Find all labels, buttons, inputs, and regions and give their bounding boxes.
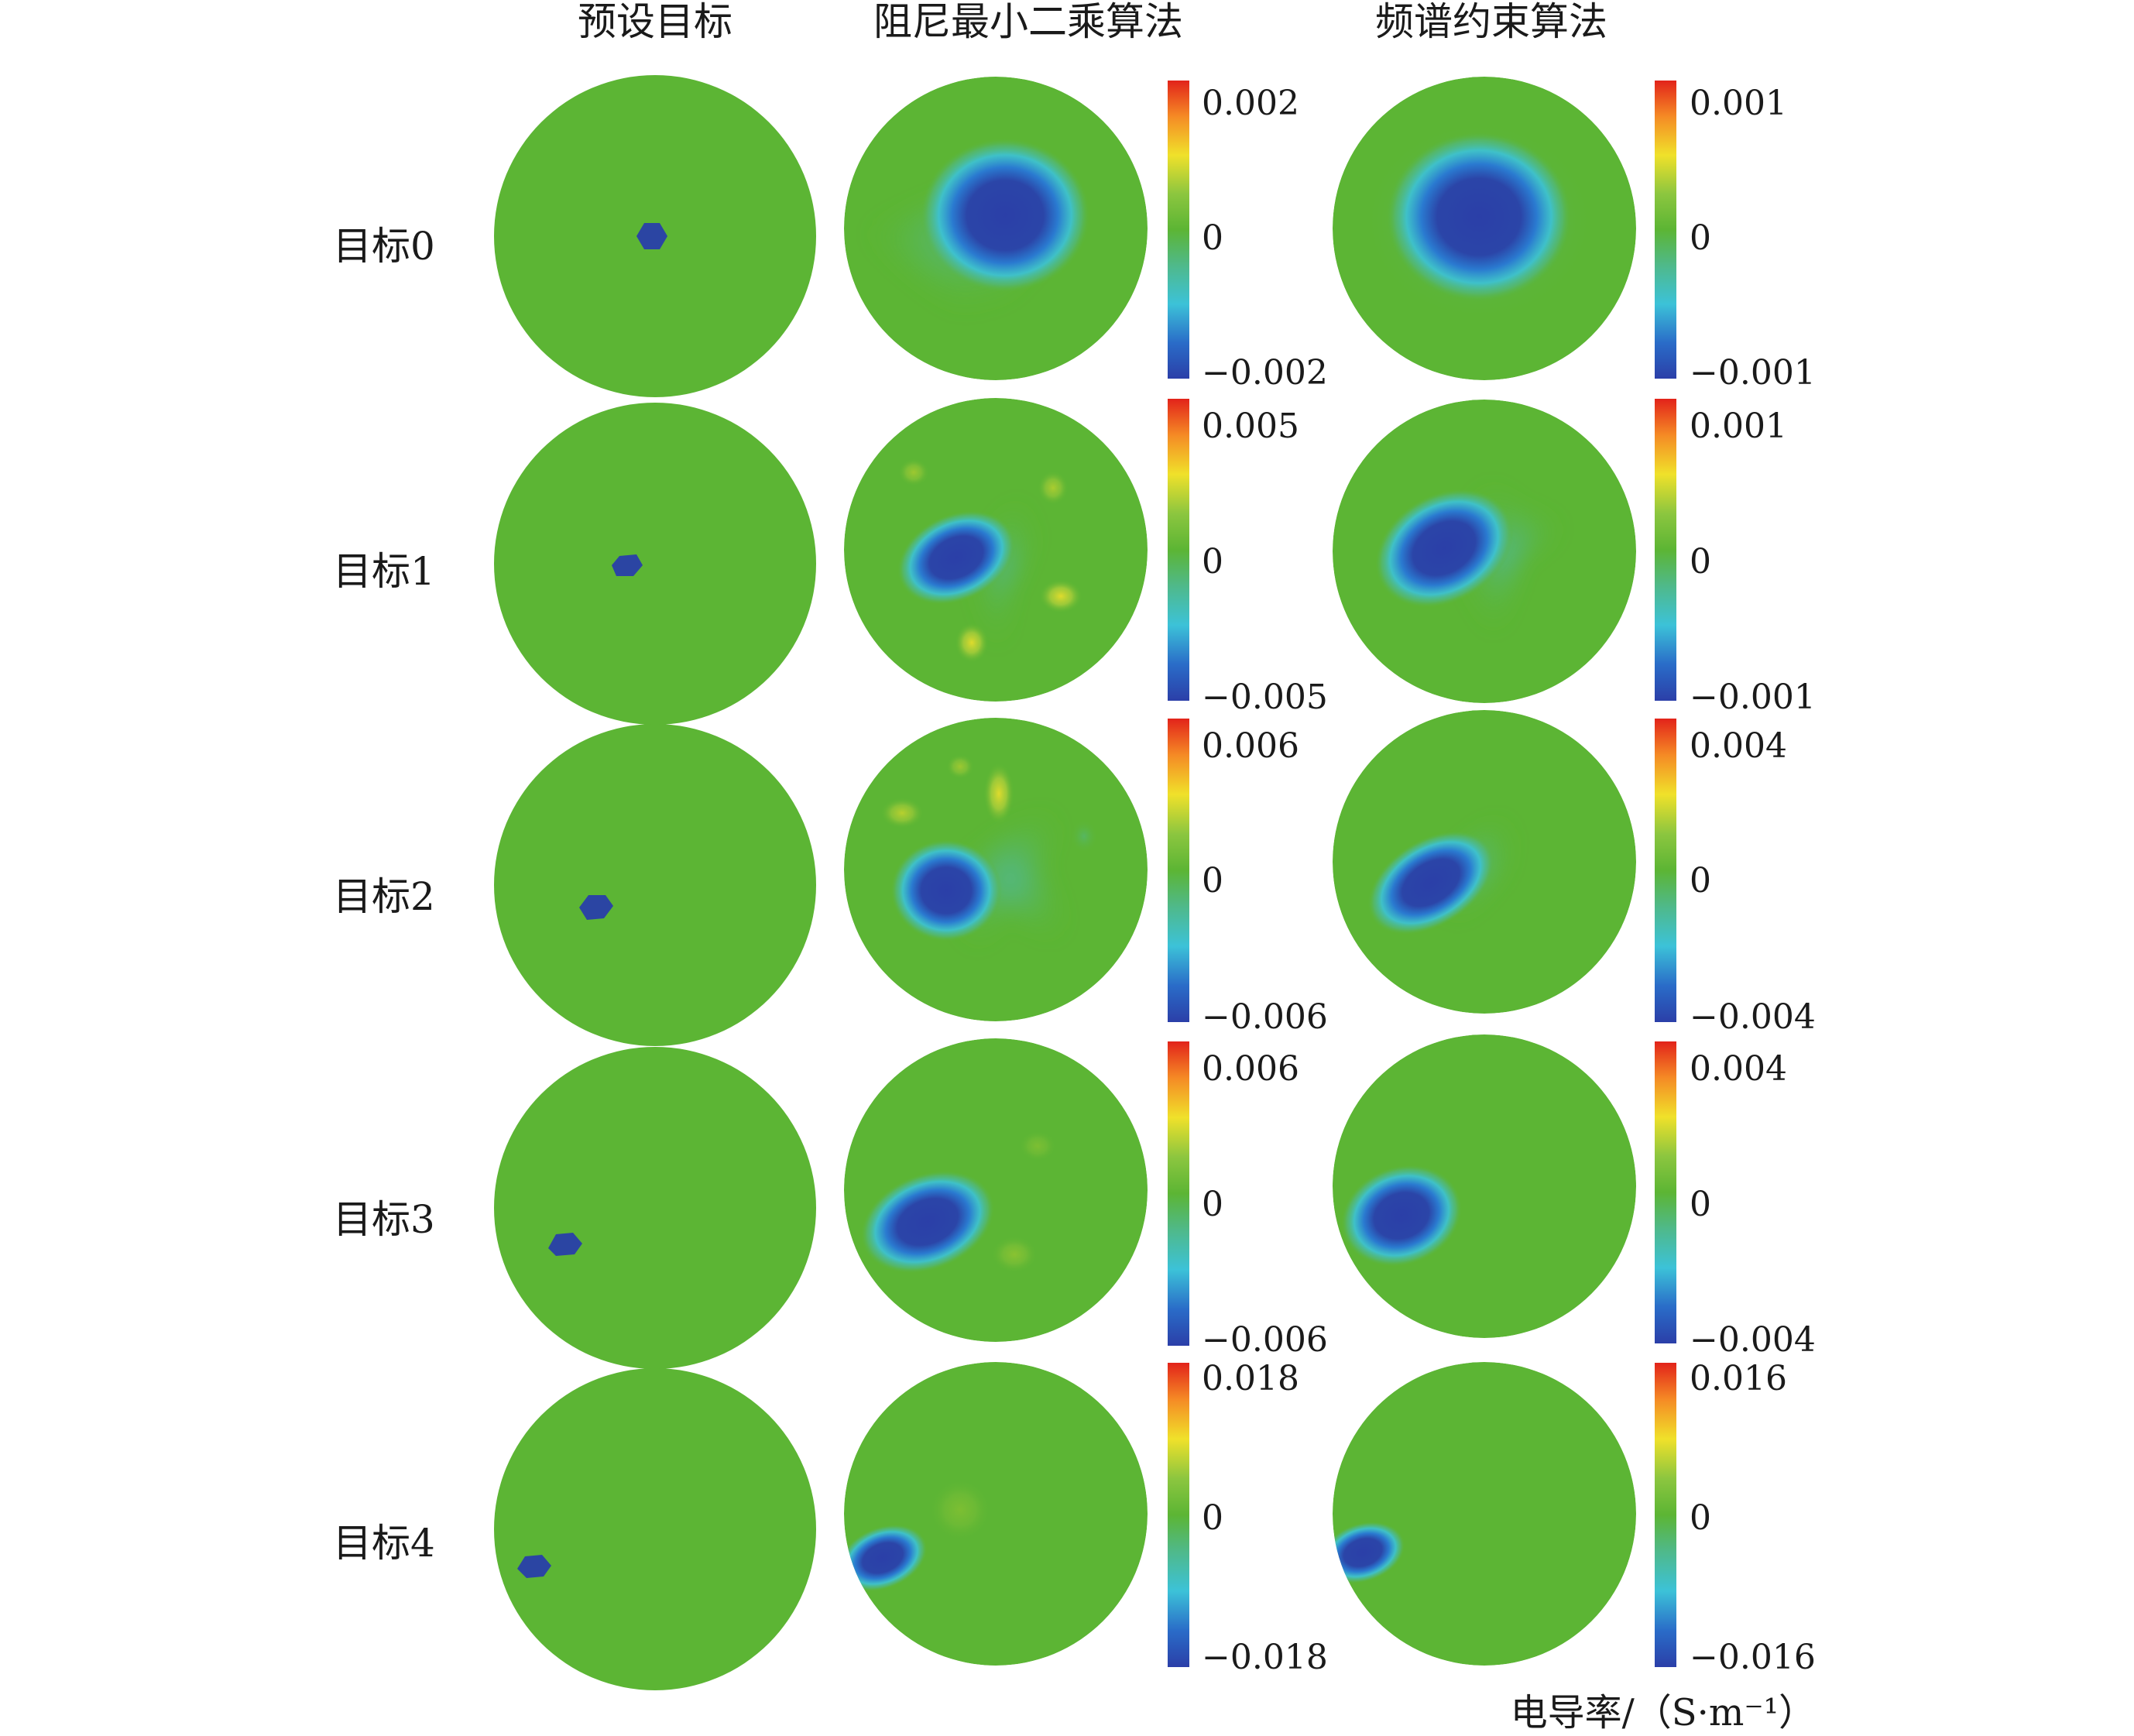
- row-target-1: 目标1 0.005 0 −0.005 0.001 0: [333, 398, 1816, 725]
- row-label: 目标1: [333, 549, 435, 594]
- sc-reconstruction-disc: [1333, 77, 1636, 380]
- colorbar-max: 0.001: [1690, 407, 1787, 446]
- colorbar-min: −0.002: [1202, 353, 1328, 393]
- colorbar-min: −0.006: [1202, 1320, 1328, 1360]
- preset-target-disc: [494, 75, 816, 397]
- preset-target-disc: [494, 1368, 816, 1690]
- colorbar-mid: 0: [1202, 861, 1223, 901]
- colorbar-max: 0.018: [1202, 1359, 1299, 1398]
- colorbar-mid: 0: [1202, 218, 1223, 258]
- colorbar-mid: 0: [1690, 1498, 1711, 1538]
- target-inclusion: [579, 895, 613, 920]
- row-label: 目标0: [333, 224, 435, 269]
- header-damped-least-squares: 阻尼最小二乘算法: [873, 0, 1183, 44]
- target-inclusion: [517, 1555, 551, 1578]
- dls-reconstruction-disc: [844, 718, 1148, 1021]
- sc-colorbar: 0.004 0 −0.004: [1655, 719, 1816, 1037]
- colorbar-min: −0.004: [1690, 997, 1816, 1037]
- colorbar-max: 0.004: [1690, 1049, 1787, 1089]
- target-inclusion: [548, 1233, 582, 1256]
- colorbar-min: −0.001: [1690, 678, 1816, 717]
- sc-reconstruction-disc: [1333, 710, 1636, 1014]
- colorbar-unit-label: 电导率/（S·m⁻¹）: [1511, 1691, 1816, 1734]
- colorbar-max: 0.006: [1202, 1049, 1299, 1089]
- row-target-3: 目标3 0.006 0 −0.006 0.004 0 −0.004: [333, 1034, 1816, 1369]
- dls-reconstruction-disc: [844, 398, 1148, 702]
- colorbar-mid: 0: [1202, 1185, 1223, 1224]
- target-inclusion: [636, 223, 667, 249]
- colorbar-max: 0.005: [1202, 407, 1299, 446]
- dls-reconstruction-disc: [844, 1038, 1148, 1342]
- colorbar-max: 0.016: [1690, 1359, 1787, 1398]
- header-preset-target: 预设目标: [578, 0, 732, 44]
- sc-colorbar: 0.001 0 −0.001: [1655, 81, 1816, 393]
- colorbar-mid: 0: [1690, 1185, 1711, 1224]
- row-label: 目标3: [333, 1197, 435, 1242]
- colorbar-mid: 0: [1690, 861, 1711, 901]
- colorbar-min: −0.001: [1690, 353, 1816, 393]
- colorbar-min: −0.005: [1202, 678, 1328, 717]
- colorbar-max: 0.001: [1690, 84, 1787, 123]
- colorbar-mid: 0: [1690, 218, 1711, 258]
- sc-colorbar: 0.001 0 −0.001: [1655, 399, 1816, 717]
- row-target-0: 目标0 0.002 0 −0.002 0.001 0 −0.001: [333, 75, 1816, 397]
- colorbar-max: 0.002: [1202, 84, 1299, 123]
- colorbar-max: 0.006: [1202, 726, 1299, 766]
- row-label: 目标4: [333, 1521, 435, 1566]
- colorbar-mid: 0: [1690, 542, 1711, 582]
- header-spectral-constraint: 频谱约束算法: [1375, 0, 1607, 44]
- target-inclusion: [612, 554, 643, 576]
- dls-reconstruction-disc: [844, 77, 1148, 380]
- dls-reconstruction-disc: [844, 1362, 1148, 1666]
- dls-colorbar: 0.002 0 −0.002: [1168, 81, 1328, 393]
- sc-colorbar: 0.004 0 −0.004: [1655, 1041, 1816, 1360]
- row-target-2: 目标2 0.006 0 −0.006 0.004 0: [333, 710, 1816, 1046]
- sc-reconstruction-disc: [1333, 1362, 1636, 1666]
- colorbar-max: 0.004: [1690, 726, 1787, 766]
- row-target-4: 目标4 0.018 0 −0.018 0.016 0 −0.016: [333, 1359, 1816, 1690]
- colorbar-min: −0.004: [1690, 1320, 1816, 1360]
- colorbar-min: −0.006: [1202, 997, 1328, 1037]
- colorbar-mid: 0: [1202, 1498, 1223, 1538]
- colorbar-min: −0.016: [1690, 1638, 1816, 1677]
- dls-colorbar: 0.005 0 −0.005: [1168, 399, 1328, 717]
- colorbar-mid: 0: [1202, 542, 1223, 582]
- preset-target-disc: [494, 403, 816, 725]
- sc-reconstruction-disc: [1333, 1034, 1636, 1338]
- colorbar-min: −0.018: [1202, 1638, 1328, 1677]
- sc-reconstruction-disc: [1333, 400, 1636, 703]
- row-label: 目标2: [333, 874, 435, 919]
- preset-target-disc: [494, 1047, 816, 1369]
- preset-target-disc: [494, 724, 816, 1046]
- dls-colorbar: 0.018 0 −0.018: [1168, 1359, 1328, 1677]
- sc-colorbar: 0.016 0 −0.016: [1655, 1359, 1816, 1677]
- dls-colorbar: 0.006 0 −0.006: [1168, 719, 1328, 1037]
- dls-colorbar: 0.006 0 −0.006: [1168, 1041, 1328, 1360]
